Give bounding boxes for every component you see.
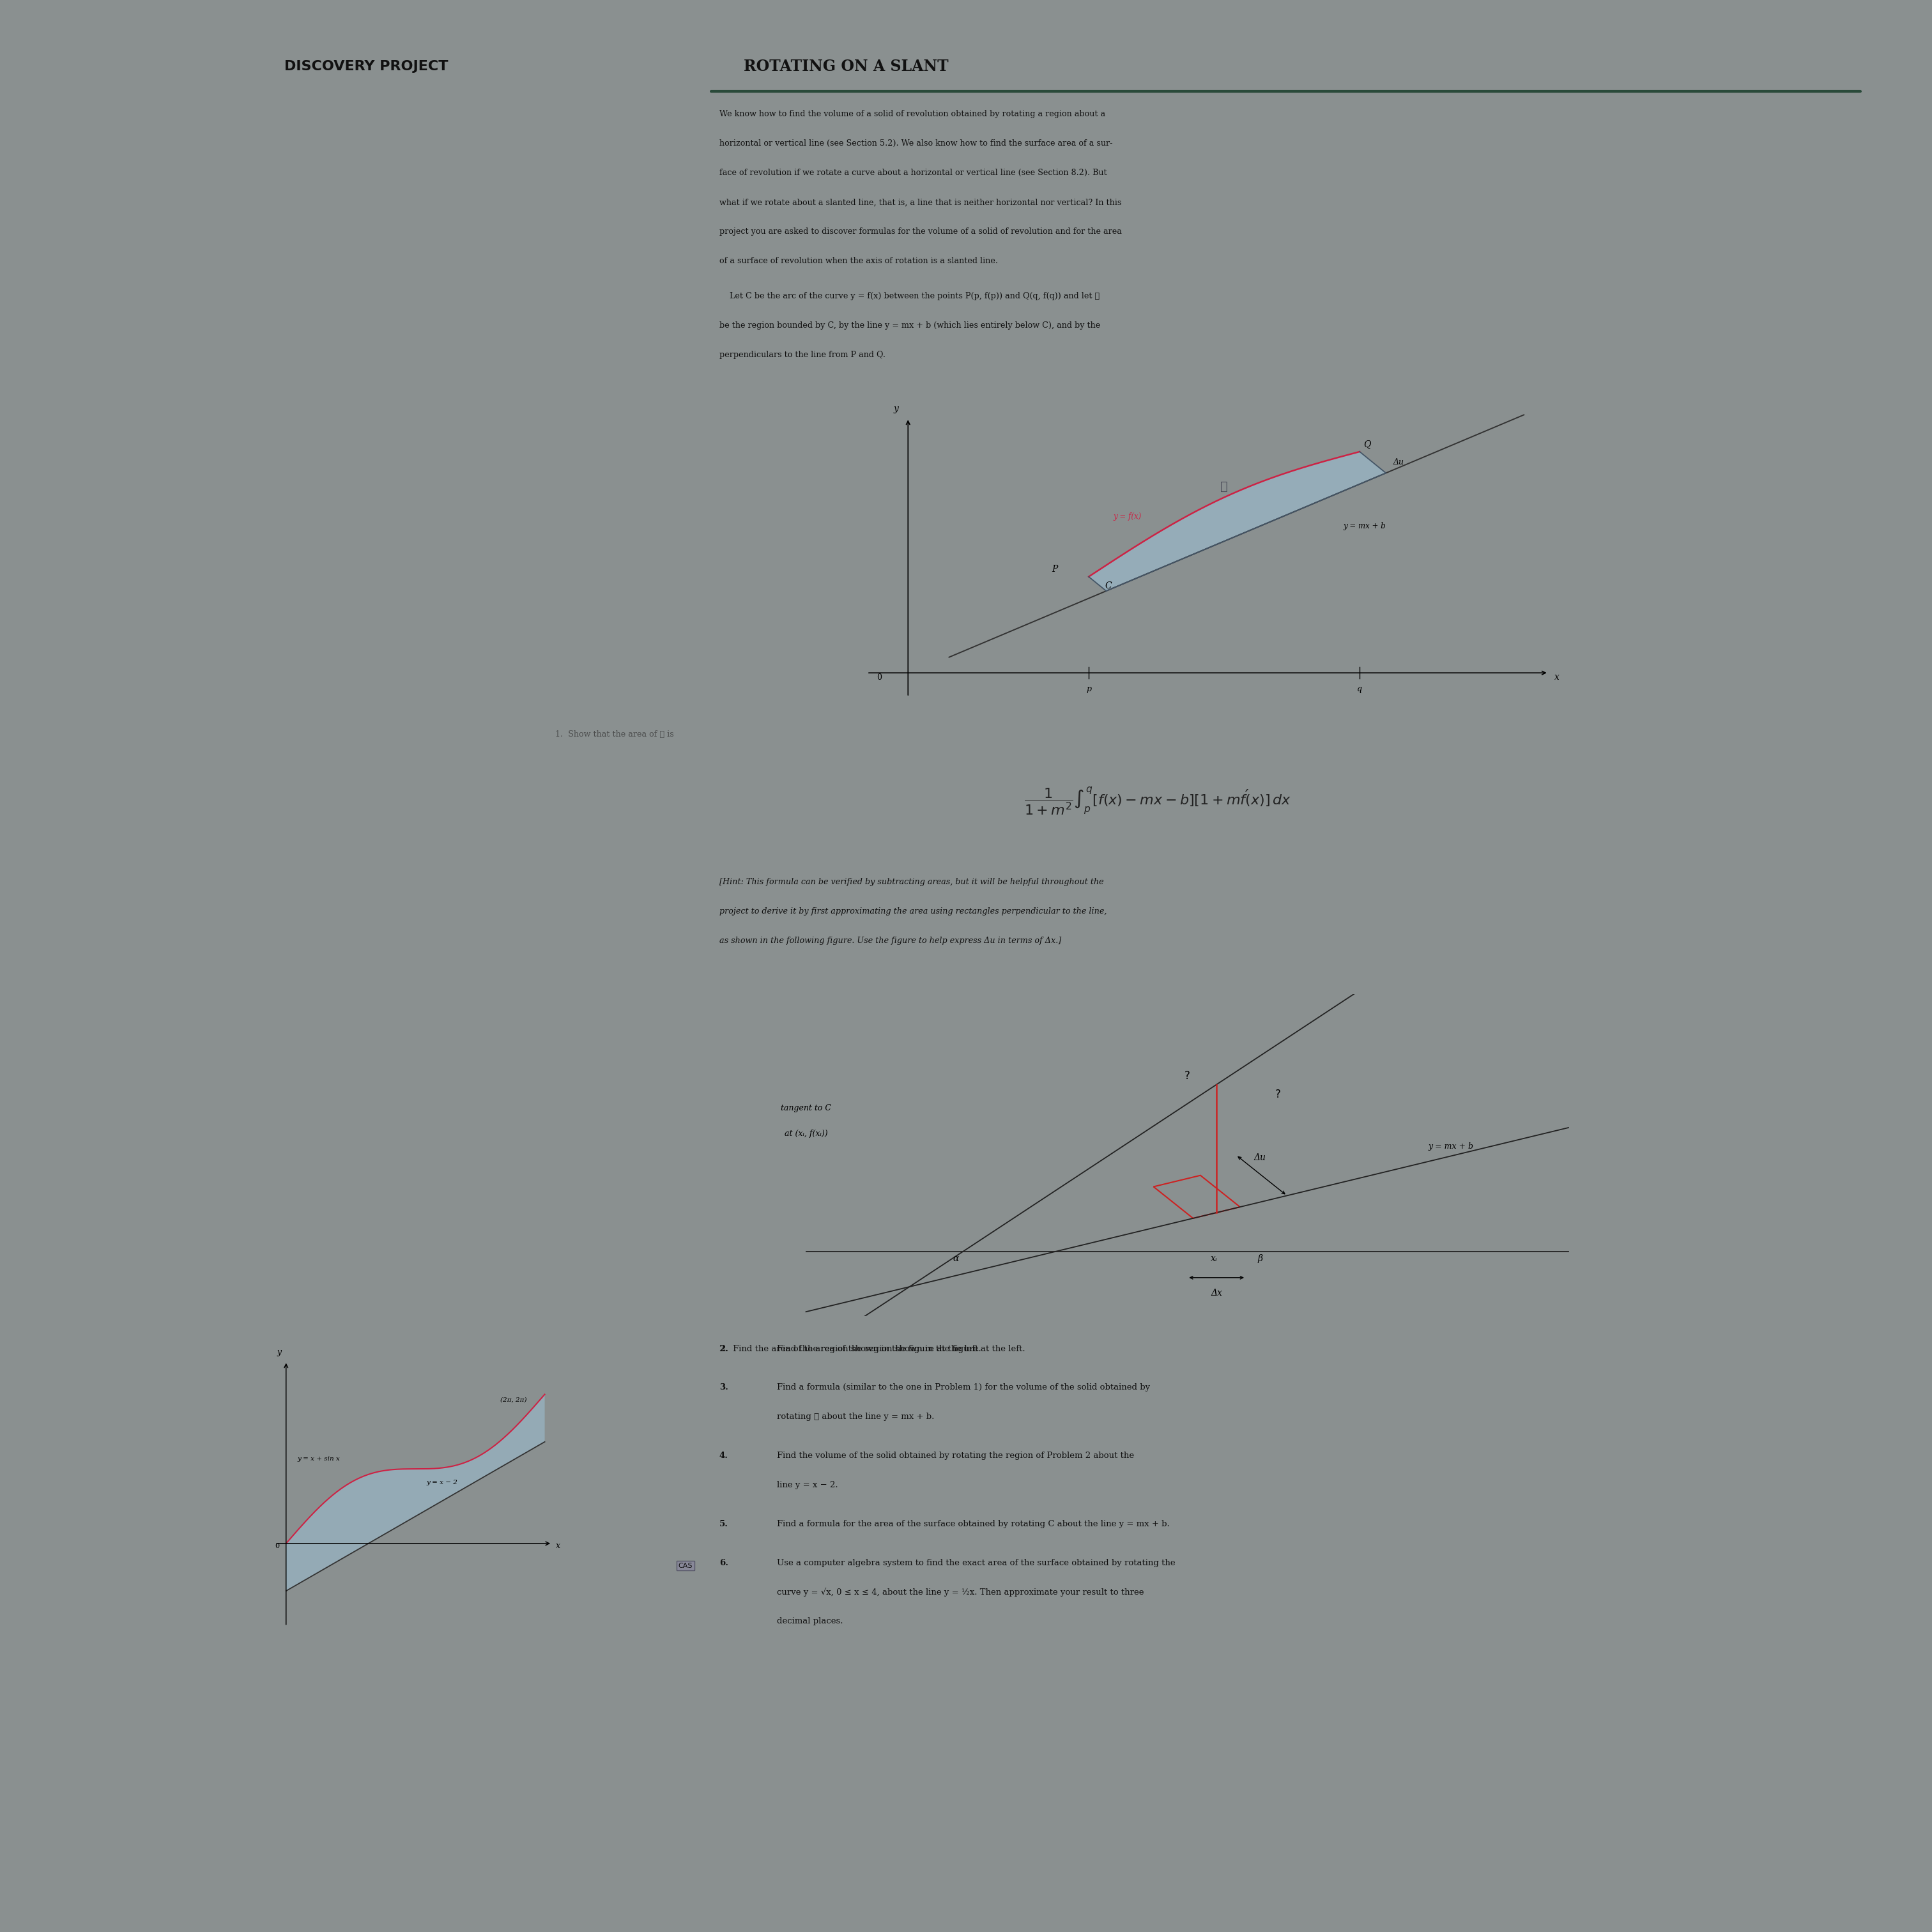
Text: y = x − 2: y = x − 2: [427, 1480, 458, 1486]
Text: tangent to C: tangent to C: [781, 1103, 831, 1113]
Text: Q: Q: [1364, 440, 1372, 448]
Text: 0: 0: [274, 1544, 280, 1549]
Text: y: y: [893, 404, 898, 413]
Text: Let C be the arc of the curve y = f(x) between the points P(p, f(p)) and Q(q, f(: Let C be the arc of the curve y = f(x) b…: [719, 292, 1099, 299]
Text: α: α: [952, 1254, 958, 1264]
Text: 2.: 2.: [719, 1345, 728, 1352]
Text: 0: 0: [877, 674, 881, 682]
Text: p: p: [1086, 684, 1092, 694]
Text: project to derive it by first approximating the area using rectangles perpendicu: project to derive it by first approximat…: [719, 908, 1107, 916]
Text: of a surface of revolution when the axis of rotation is a slanted line.: of a surface of revolution when the axis…: [719, 257, 997, 265]
Text: q: q: [1356, 684, 1362, 694]
Text: P: P: [1051, 564, 1057, 574]
Text: Δu: Δu: [1393, 458, 1405, 468]
Text: x: x: [1553, 672, 1559, 682]
Polygon shape: [1088, 452, 1385, 591]
Text: $\dfrac{1}{1+m^2}\int_p^q [f(x) - mx - b][1 + mf\'(x)]\, dx$: $\dfrac{1}{1+m^2}\int_p^q [f(x) - mx - b…: [1024, 786, 1291, 817]
Text: ?: ?: [1184, 1070, 1190, 1082]
Text: x: x: [556, 1542, 560, 1549]
Text: β: β: [1258, 1254, 1264, 1264]
Text: perpendiculars to the line from P and Q.: perpendiculars to the line from P and Q.: [719, 350, 885, 359]
Text: horizontal or vertical line (see Section 5.2). We also know how to find the surf: horizontal or vertical line (see Section…: [719, 139, 1113, 149]
Text: what if we rotate about a slanted line, that is, a line that is neither horizont: what if we rotate about a slanted line, …: [719, 199, 1121, 207]
Text: 1.  Show that the area of ℛ is: 1. Show that the area of ℛ is: [554, 730, 674, 738]
Text: Δx: Δx: [1211, 1289, 1223, 1298]
Text: y = x + sin x: y = x + sin x: [298, 1457, 340, 1463]
Text: decimal places.: decimal places.: [777, 1617, 842, 1625]
Text: ?: ?: [1275, 1088, 1281, 1099]
Text: face of revolution if we rotate a curve about a horizontal or vertical line (see: face of revolution if we rotate a curve …: [719, 168, 1107, 178]
Text: y = mx + b: y = mx + b: [1343, 522, 1385, 531]
Text: y = mx + b: y = mx + b: [1428, 1142, 1474, 1151]
Text: ℛ: ℛ: [1221, 481, 1227, 493]
Text: y: y: [276, 1349, 282, 1356]
Text: C: C: [1105, 582, 1113, 591]
Text: ROTATING ON A SLANT: ROTATING ON A SLANT: [744, 60, 949, 73]
Text: rotating ℛ about the line y = mx + b.: rotating ℛ about the line y = mx + b.: [777, 1412, 933, 1422]
Text: 3.: 3.: [719, 1383, 728, 1391]
Text: 2.  Find the area of the region shown in the figure at the left.: 2. Find the area of the region shown in …: [719, 1345, 981, 1352]
Text: xᵢ: xᵢ: [1211, 1254, 1217, 1264]
Text: 5.: 5.: [719, 1520, 728, 1528]
Text: Find a formula for the area of the surface obtained by rotating C about the line: Find a formula for the area of the surfa…: [777, 1520, 1169, 1528]
Text: (2π, 2π): (2π, 2π): [500, 1397, 527, 1403]
Text: curve y = √x, 0 ≤ x ≤ 4, about the line y = ½x. Then approximate your result to : curve y = √x, 0 ≤ x ≤ 4, about the line …: [777, 1588, 1144, 1596]
Text: Δu: Δu: [1254, 1153, 1265, 1161]
Text: as shown in the following figure. Use the figure to help express Δu in terms of : as shown in the following figure. Use th…: [719, 937, 1061, 945]
Text: 4.: 4.: [719, 1451, 728, 1461]
Text: Find a formula (similar to the one in Problem 1) for the volume of the solid obt: Find a formula (similar to the one in Pr…: [777, 1383, 1150, 1391]
Text: Find the volume of the solid obtained by rotating the region of Problem 2 about : Find the volume of the solid obtained by…: [777, 1451, 1134, 1461]
Text: at (xᵢ, f(xᵢ)): at (xᵢ, f(xᵢ)): [784, 1130, 827, 1138]
Text: [Hint: This formula can be verified by subtracting areas, but it will be helpful: [Hint: This formula can be verified by s…: [719, 877, 1103, 887]
Text: Use a computer algebra system to find the exact area of the surface obtained by : Use a computer algebra system to find th…: [777, 1559, 1175, 1567]
Text: 6.: 6.: [719, 1559, 728, 1567]
Text: line y = x − 2.: line y = x − 2.: [777, 1482, 838, 1490]
Text: CAS: CAS: [678, 1563, 692, 1569]
Text: Find the area of the region shown in the figure at the left.: Find the area of the region shown in the…: [777, 1345, 1026, 1352]
Text: We know how to find the volume of a solid of revolution obtained by rotating a r: We know how to find the volume of a soli…: [719, 110, 1105, 118]
Text: DISCOVERY PROJECT: DISCOVERY PROJECT: [284, 60, 448, 73]
Text: project you are asked to discover formulas for the volume of a solid of revoluti: project you are asked to discover formul…: [719, 228, 1122, 236]
Text: y = f(x): y = f(x): [1113, 512, 1142, 522]
Text: be the region bounded by C, by the line y = mx + b (which lies entirely below C): be the region bounded by C, by the line …: [719, 321, 1099, 330]
